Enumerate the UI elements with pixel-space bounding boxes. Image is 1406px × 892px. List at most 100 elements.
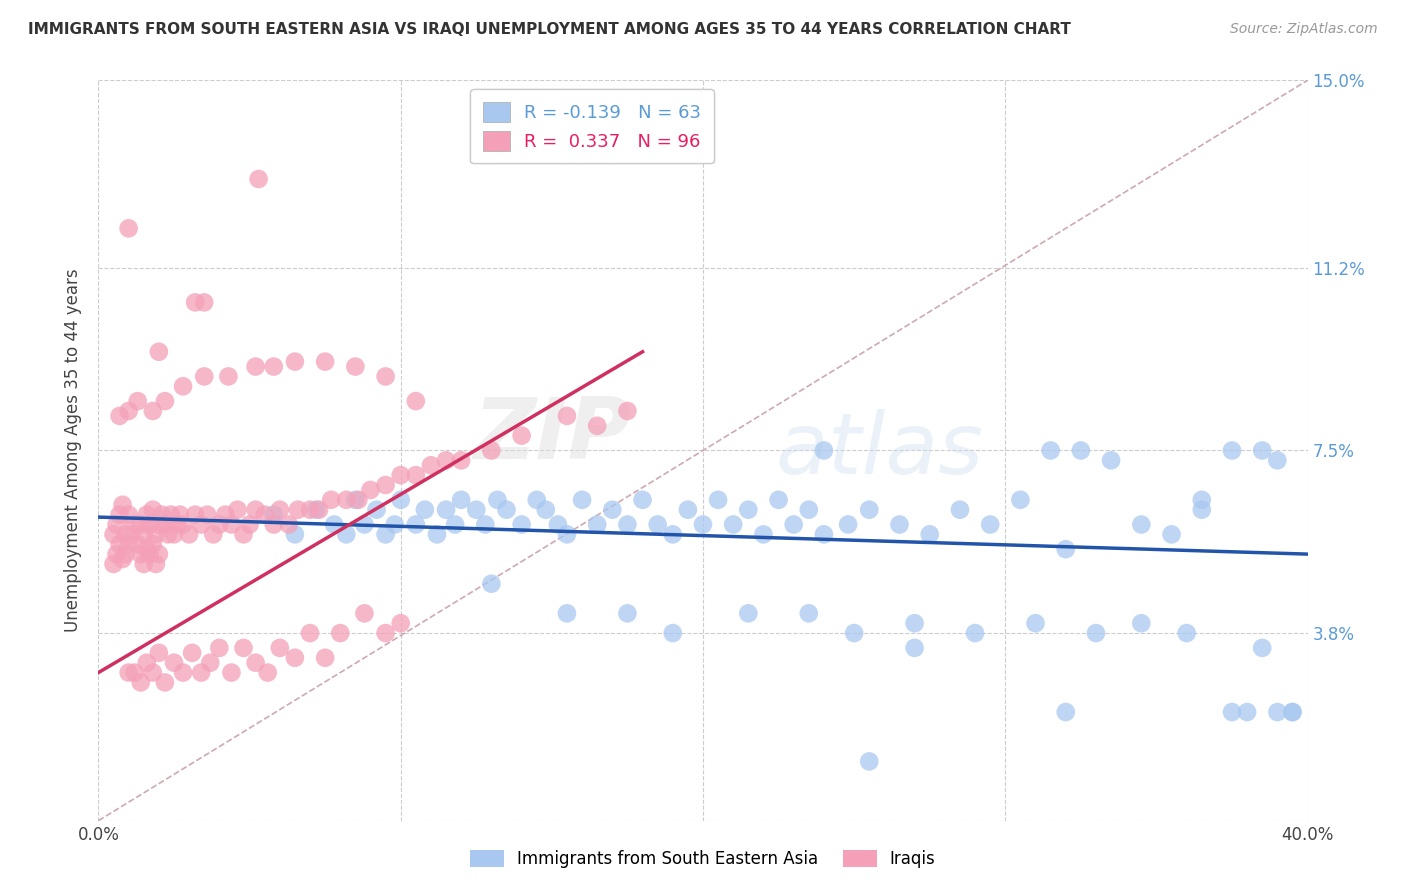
Point: [692, 517, 714, 532]
Point: [1220, 443, 1243, 458]
Point: [253, 508, 276, 522]
Point: [239, 517, 262, 532]
Point: [184, 295, 207, 310]
Point: [450, 492, 472, 507]
Point: [163, 527, 186, 541]
Point: [1251, 443, 1274, 458]
Point: [1130, 517, 1153, 532]
Point: [1236, 705, 1258, 719]
Point: [353, 607, 375, 621]
Point: [308, 502, 330, 516]
Point: [208, 517, 231, 532]
Point: [135, 542, 157, 557]
Point: [366, 502, 388, 516]
Point: [858, 502, 880, 516]
Point: [335, 527, 357, 541]
Point: [287, 502, 309, 516]
Point: [124, 665, 146, 680]
Point: [135, 508, 157, 522]
Point: [1191, 502, 1213, 516]
Point: [184, 508, 207, 522]
Point: [160, 508, 183, 522]
Point: [299, 626, 322, 640]
Point: [534, 502, 557, 516]
Point: [526, 492, 548, 507]
Point: [1281, 705, 1303, 719]
Point: [481, 443, 503, 458]
Point: [169, 508, 191, 522]
Point: [129, 517, 152, 532]
Point: [135, 656, 157, 670]
Point: [269, 640, 291, 655]
Point: [221, 517, 243, 532]
Point: [145, 557, 167, 571]
Point: [347, 492, 370, 507]
Point: [284, 527, 307, 541]
Point: [616, 404, 638, 418]
Point: [586, 517, 609, 532]
Point: [858, 755, 880, 769]
Legend: Immigrants from South Eastern Asia, Iraqis: Immigrants from South Eastern Asia, Iraq…: [464, 843, 942, 875]
Point: [1070, 443, 1092, 458]
Point: [108, 537, 131, 551]
Point: [374, 478, 396, 492]
Point: [949, 502, 972, 516]
Point: [1220, 705, 1243, 719]
Point: [586, 418, 609, 433]
Point: [108, 409, 131, 423]
Point: [389, 468, 412, 483]
Point: [321, 492, 343, 507]
Point: [1251, 640, 1274, 655]
Point: [904, 640, 927, 655]
Point: [124, 517, 146, 532]
Point: [111, 498, 134, 512]
Point: [360, 483, 382, 497]
Point: [172, 379, 194, 393]
Point: [103, 527, 125, 541]
Point: [384, 517, 406, 532]
Point: [904, 616, 927, 631]
Point: [127, 537, 149, 551]
Point: [1054, 542, 1077, 557]
Point: [837, 517, 859, 532]
Point: [555, 409, 578, 423]
Point: [129, 675, 152, 690]
Point: [139, 547, 162, 561]
Point: [661, 626, 683, 640]
Point: [148, 344, 170, 359]
Text: Source: ZipAtlas.com: Source: ZipAtlas.com: [1230, 22, 1378, 37]
Point: [190, 665, 212, 680]
Point: [918, 527, 941, 541]
Point: [150, 508, 173, 522]
Point: [263, 508, 285, 522]
Point: [105, 547, 128, 561]
Point: [142, 665, 165, 680]
Point: [813, 527, 835, 541]
Point: [284, 650, 307, 665]
Text: ZIP: ZIP: [472, 394, 630, 477]
Point: [118, 404, 141, 418]
Y-axis label: Unemployment Among Ages 35 to 44 years: Unemployment Among Ages 35 to 44 years: [65, 268, 83, 632]
Point: [374, 527, 396, 541]
Point: [193, 369, 215, 384]
Point: [465, 502, 488, 516]
Point: [114, 527, 136, 541]
Point: [1175, 626, 1198, 640]
Point: [616, 607, 638, 621]
Point: [495, 502, 517, 516]
Point: [221, 665, 243, 680]
Point: [450, 453, 472, 467]
Point: [571, 492, 593, 507]
Point: [344, 492, 367, 507]
Point: [172, 517, 194, 532]
Point: [121, 527, 143, 541]
Point: [284, 354, 307, 368]
Point: [217, 369, 239, 384]
Point: [148, 547, 170, 561]
Point: [139, 517, 162, 532]
Point: [389, 616, 412, 631]
Point: [232, 640, 254, 655]
Point: [979, 517, 1001, 532]
Point: [132, 527, 155, 541]
Point: [108, 508, 131, 522]
